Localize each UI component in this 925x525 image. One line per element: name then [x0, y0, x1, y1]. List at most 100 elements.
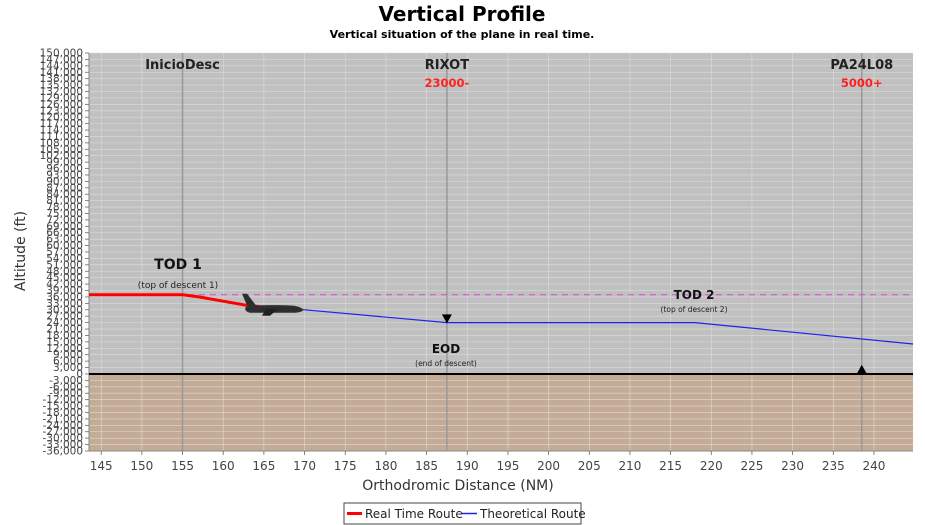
y-tick-label: 39,000	[46, 285, 83, 297]
y-tick-label: 27,000	[46, 311, 83, 323]
y-tick-label: 30,000	[46, 304, 83, 316]
x-tick-label: 225	[740, 459, 763, 473]
y-tick-label: -15,000	[42, 401, 83, 413]
y-tick-label: 54,000	[46, 253, 83, 265]
y-tick-label: 60,000	[46, 240, 83, 252]
tod1-title: TOD 1	[154, 257, 202, 273]
x-tick-label: 190	[456, 459, 479, 473]
y-tick-label: 3,000	[53, 362, 83, 374]
y-tick-label: -12,000	[42, 394, 83, 406]
triangle-down-marker	[441, 314, 452, 324]
y-tick-label: 114,000	[40, 125, 83, 137]
eod-desc: (end of descent)	[415, 359, 477, 368]
y-tick-label: 66,000	[46, 227, 83, 239]
y-tick-label: -3,000	[49, 375, 83, 387]
x-tick-label: 155	[171, 459, 194, 473]
y-tick-label: 21,000	[46, 324, 83, 336]
y-tick-label: 0	[76, 368, 83, 380]
x-tick-label: 240	[863, 459, 886, 473]
y-tick-label: 138,000	[40, 73, 83, 85]
y-tick-label: 144,000	[40, 60, 83, 72]
y-tick-label: 45,000	[46, 272, 83, 284]
waypoint-name: InicioDesc	[145, 58, 220, 73]
y-tick-label: -27,000	[42, 426, 83, 438]
y-tick-label: 99,000	[46, 157, 83, 169]
y-tick-label: 15,000	[46, 336, 83, 348]
y-tick-label: -24,000	[42, 420, 83, 432]
y-tick-label: 48,000	[46, 266, 83, 278]
airplane-icon	[242, 293, 304, 316]
y-axis-ticks: 150,000147,000144,000141,000138,000135,0…	[40, 48, 89, 458]
waypoint-name: RIXOT	[425, 58, 469, 73]
grid	[88, 52, 913, 452]
y-tick-label: -9,000	[49, 388, 83, 400]
y-tick-label: 72,000	[46, 214, 83, 226]
legend: Real Time Route Theoretical Route	[343, 502, 586, 525]
x-tick-label: 215	[659, 459, 682, 473]
y-tick-label: -30,000	[42, 433, 83, 445]
chart-subtitle: Vertical situation of the plane in real …	[330, 28, 595, 41]
y-tick-label: 147,000	[40, 54, 83, 66]
y-tick-label: 42,000	[46, 279, 83, 291]
y-tick-label: 90,000	[46, 176, 83, 188]
markers	[242, 293, 867, 374]
y-tick-label: -36,000	[42, 446, 83, 458]
x-tick-label: 175	[334, 459, 357, 473]
waypoint-altitude: 5000+	[841, 76, 883, 90]
y-tick-label: -6,000	[49, 381, 83, 393]
airplane-tail	[242, 293, 258, 308]
y-tick-label: 18,000	[46, 330, 83, 342]
y-tick-label: 69,000	[46, 221, 83, 233]
legend-label-real-time: Real Time Route	[365, 507, 463, 521]
x-axis-ticks: 145 150 155 160 165 170 175 180 185 190 195 200 205 2…	[90, 451, 886, 473]
y-tick-label: 120,000	[40, 112, 83, 124]
airplane-wing	[262, 308, 279, 316]
waypoint-name: PA24L08	[830, 58, 893, 73]
y-tick-label: 150,000	[40, 48, 83, 60]
x-tick-label: 180	[374, 459, 397, 473]
y-tick-label: 81,000	[46, 195, 83, 207]
x-tick-label: 235	[822, 459, 845, 473]
legend-label-theoretical: Theoretical Route	[479, 507, 586, 521]
y-tick-label: 126,000	[40, 99, 83, 111]
eod-title: EOD	[432, 342, 460, 356]
y-tick-label: 63,000	[46, 234, 83, 246]
x-tick-label: 220	[700, 459, 723, 473]
y-tick-label: 135,000	[40, 80, 83, 92]
y-tick-label: 111,000	[40, 131, 83, 143]
y-tick-label: 36,000	[46, 291, 83, 303]
y-tick-label: 87,000	[46, 182, 83, 194]
x-axis-label: Orthodromic Distance (NM)	[362, 478, 553, 494]
x-tick-label: 205	[578, 459, 601, 473]
y-tick-label: 141,000	[40, 67, 83, 79]
waypoints: InicioDesc RIXOT 23000- PA24L08 5000+	[145, 53, 893, 451]
y-tick-label: -33,000	[42, 439, 83, 451]
y-tick-label: 33,000	[46, 298, 83, 310]
x-tick-label: 230	[781, 459, 804, 473]
x-tick-label: 160	[212, 459, 235, 473]
y-tick-label: 132,000	[40, 86, 83, 98]
y-tick-label: 75,000	[46, 208, 83, 220]
y-tick-label: 105,000	[40, 144, 83, 156]
x-tick-label: 185	[415, 459, 438, 473]
x-tick-label: 200	[537, 459, 560, 473]
y-tick-label: 78,000	[46, 202, 83, 214]
tod1-desc: (top of descent 1)	[138, 281, 218, 291]
y-tick-label: 84,000	[46, 189, 83, 201]
y-tick-label: 117,000	[40, 118, 83, 130]
waypoint-altitude: 23000-	[425, 76, 470, 90]
x-tick-label: 145	[90, 459, 113, 473]
tod2-desc: (top of descent 2)	[660, 305, 727, 314]
x-tick-label: 165	[252, 459, 275, 473]
y-tick-label: -21,000	[42, 413, 83, 425]
y-tick-label: 12,000	[46, 343, 83, 355]
y-tick-label: 123,000	[40, 105, 83, 117]
triangle-up-marker	[856, 364, 867, 374]
y-tick-label: 102,000	[40, 150, 83, 162]
y-tick-label: 129,000	[40, 92, 83, 104]
chart-title: Vertical Profile	[379, 2, 546, 26]
y-tick-label: 24,000	[46, 317, 83, 329]
x-tick-label: 195	[496, 459, 519, 473]
y-tick-label: 57,000	[46, 247, 83, 259]
